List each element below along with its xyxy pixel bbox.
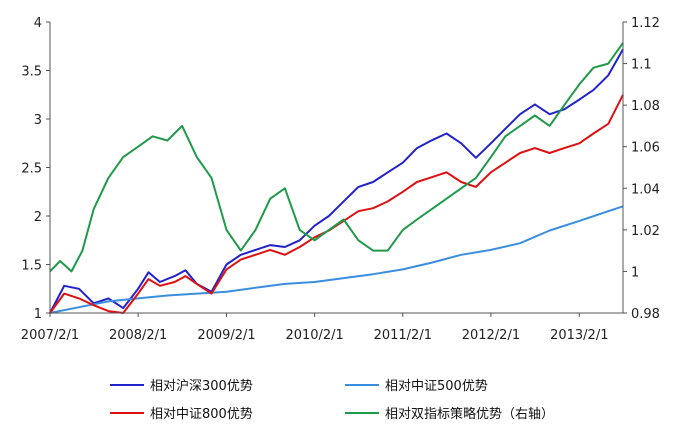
- left-y-tick-label: 3: [34, 113, 42, 128]
- x-tick-label: 2012/2/1: [462, 328, 520, 343]
- right-y-tick-label: 1.1: [631, 58, 652, 73]
- series-line-zz500: [49, 205, 624, 314]
- left-y-tick-label: 1: [34, 307, 42, 322]
- series-line-dual: [49, 42, 624, 273]
- right-y-tick-label: 1.12: [631, 16, 660, 31]
- x-tick-label: 2010/2/1: [285, 328, 343, 343]
- left-y-tick-label: 3.5: [21, 65, 42, 80]
- x-tick-label: 2011/2/1: [374, 328, 432, 343]
- right-y-tick-label: 0.98: [631, 307, 660, 322]
- series-line-hs300: [49, 48, 624, 314]
- x-tick-label: 2009/2/1: [197, 328, 255, 343]
- left-y-tick-label: 4: [34, 16, 42, 31]
- right-y-tick-label: 1.06: [631, 141, 660, 156]
- series-line-zz800: [49, 94, 624, 314]
- x-tick-label: 2008/2/1: [109, 328, 167, 343]
- left-y-tick-label: 2: [34, 210, 42, 225]
- right-y-tick-label: 1: [631, 265, 639, 280]
- x-tick-label: 2007/2/1: [21, 328, 79, 343]
- left-y-tick-label: 1.5: [21, 259, 42, 274]
- right-y-tick-label: 1.02: [631, 224, 660, 239]
- right-y-tick-label: 1.08: [631, 99, 660, 114]
- right-y-tick-label: 1.04: [631, 182, 660, 197]
- x-tick-label: 2013/2/1: [550, 328, 608, 343]
- left-y-tick-label: 2.5: [21, 162, 42, 177]
